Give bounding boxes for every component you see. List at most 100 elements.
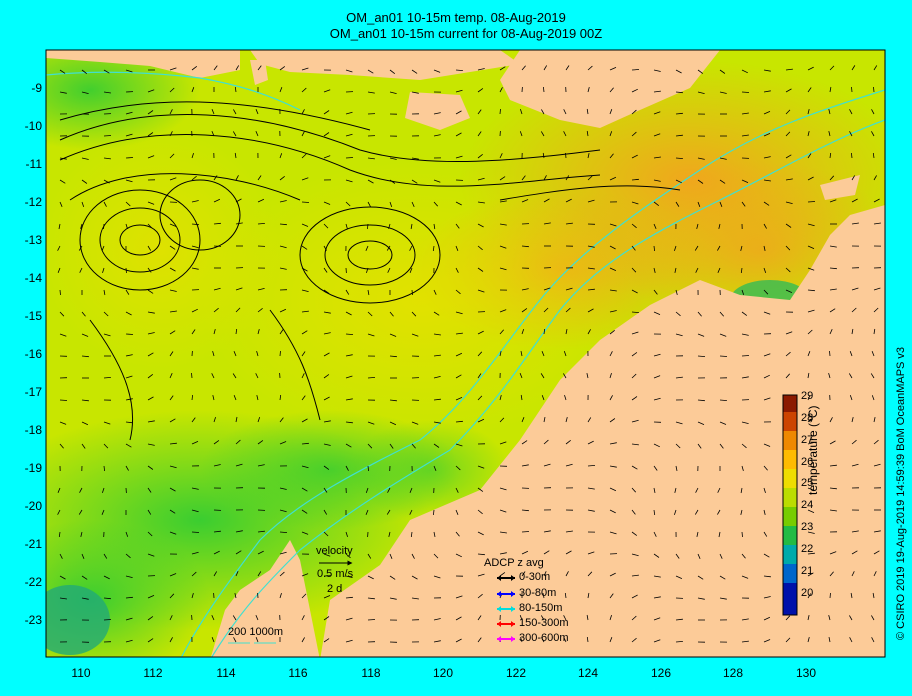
current-arrow: [807, 329, 813, 335]
current-arrow: [365, 245, 369, 251]
current-arrow: [125, 421, 133, 424]
current-arrow: [873, 417, 876, 423]
current-arrow: [279, 200, 287, 203]
current-arrow: [213, 307, 219, 313]
current-arrow: [125, 575, 133, 578]
current-arrow: [851, 86, 853, 93]
current-arrow: [631, 178, 639, 181]
current-arrow: [477, 637, 482, 643]
current-arrow: [521, 417, 525, 423]
current-arrow: [81, 443, 86, 449]
current-arrow: [521, 531, 530, 533]
current-arrow: [169, 330, 176, 335]
current-arrow: [873, 439, 879, 445]
current-arrow: [785, 351, 791, 357]
current-arrow: [520, 636, 523, 643]
current-arrow: [829, 571, 834, 577]
current-arrow: [741, 289, 745, 296]
current-arrow: [323, 443, 331, 446]
current-arrow: [675, 641, 683, 643]
current-arrow: [234, 593, 237, 599]
current-arrow: [235, 439, 241, 445]
current-arrow: [169, 109, 173, 115]
current-arrow: [675, 575, 683, 579]
current-arrow: [587, 440, 594, 445]
current-arrow: [147, 311, 155, 314]
current-arrow: [411, 311, 417, 317]
current-arrow: [807, 593, 812, 599]
current-arrow: [807, 487, 815, 491]
current-arrow: [631, 419, 639, 423]
current-arrow: [191, 531, 200, 533]
current-arrow: [873, 65, 878, 71]
current-arrow: [565, 439, 571, 445]
current-arrow: [59, 597, 67, 600]
current-arrow: [741, 465, 744, 472]
current-arrow: [59, 553, 63, 559]
current-arrow: [565, 152, 567, 159]
x-tick: 122: [505, 666, 527, 680]
current-arrow: [675, 443, 681, 449]
current-arrow: [697, 443, 702, 449]
current-arrow: [57, 509, 61, 515]
current-arrow: [785, 373, 791, 379]
current-arrow: [519, 615, 523, 621]
current-arrow: [433, 69, 441, 73]
current-arrow: [873, 198, 880, 203]
current-arrow: [541, 109, 545, 115]
current-arrow: [433, 333, 441, 336]
current-arrow: [191, 372, 193, 379]
current-arrow: [586, 373, 589, 379]
current-arrow: [455, 420, 463, 423]
current-arrow: [653, 639, 661, 643]
current-arrow: [455, 69, 463, 71]
current-arrow: [829, 329, 833, 335]
current-arrow: [103, 597, 111, 600]
current-arrow: [433, 509, 435, 516]
y-tick: -21: [24, 537, 42, 551]
current-arrow: [543, 198, 550, 203]
current-arrow: [873, 222, 881, 225]
current-arrow: [365, 509, 369, 515]
current-arrow: [257, 440, 264, 445]
current-arrow: [411, 443, 416, 449]
current-arrow: [653, 575, 661, 578]
current-arrow: [323, 155, 331, 159]
current-arrow: [102, 267, 105, 274]
current-arrow: [147, 110, 154, 115]
current-arrow: [455, 155, 463, 159]
current-arrow: [499, 552, 507, 555]
current-arrow: [565, 571, 569, 577]
current-arrow: [147, 396, 154, 401]
current-arrow: [345, 179, 353, 183]
current-arrow: [631, 594, 638, 599]
current-arrow: [785, 331, 793, 335]
current-arrow: [631, 443, 639, 446]
current-arrow: [191, 152, 194, 159]
current-arrow: [873, 175, 877, 181]
colorbar-tick: 20: [801, 587, 814, 599]
current-arrow: [719, 597, 727, 600]
current-arrow: [147, 289, 154, 294]
current-arrow: [499, 351, 502, 357]
adcp-legend-arrowhead: [511, 606, 515, 612]
current-arrow: [653, 375, 661, 379]
current-arrow: [543, 439, 549, 445]
current-arrow: [81, 157, 89, 160]
current-arrow: [58, 531, 61, 538]
current-arrow: [609, 531, 617, 535]
x-tick: 130: [795, 666, 817, 680]
current-arrow: [871, 637, 875, 643]
current-arrow: [388, 531, 391, 537]
current-arrow: [675, 553, 680, 559]
current-arrow: [675, 465, 678, 471]
current-arrow: [279, 66, 286, 71]
current-arrow: [587, 329, 591, 335]
current-arrow: [455, 267, 459, 273]
current-arrow: [543, 222, 551, 225]
current-arrow: [563, 637, 567, 643]
current-arrow: [367, 619, 376, 621]
current-arrow: [235, 463, 243, 467]
current-arrow: [653, 111, 661, 115]
current-arrow: [81, 69, 88, 75]
